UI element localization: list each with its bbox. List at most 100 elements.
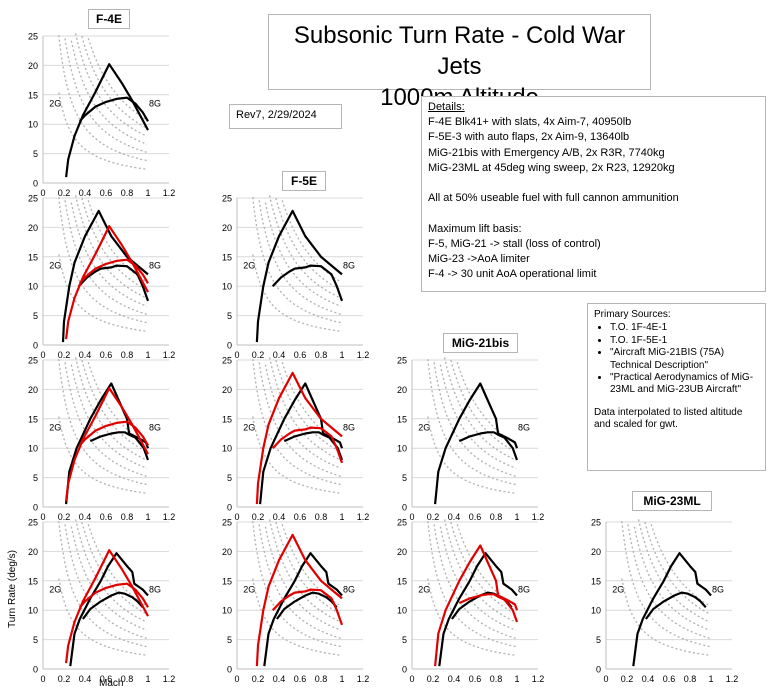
col-series-max-line bbox=[255, 533, 343, 667]
x-tick-label: 1.2 bbox=[163, 674, 176, 684]
g-label-low: 2G bbox=[418, 585, 430, 595]
y-tick-label: 0 bbox=[33, 665, 38, 675]
g-load-line bbox=[87, 38, 148, 121]
g-load-line bbox=[275, 360, 342, 453]
details-line: F-4E Blk41+ with slats, 4x Aim-7, 40950l… bbox=[428, 116, 632, 129]
x-tick-label: 0.6 bbox=[469, 512, 482, 522]
details-line: F-5E-3 with auto flaps, 2x Aim-9, 13640l… bbox=[428, 131, 630, 144]
x-tick-label: 0.8 bbox=[121, 350, 134, 360]
x-tick-label: 1 bbox=[145, 674, 150, 684]
x-tick-label: 0.4 bbox=[273, 512, 286, 522]
x-tick-label: 0.6 bbox=[294, 350, 307, 360]
x-tick-label: 0.6 bbox=[469, 674, 482, 684]
row-series-sustained-line bbox=[82, 591, 144, 620]
y-tick-label: 0 bbox=[227, 341, 232, 351]
y-tick-label: 25 bbox=[28, 356, 38, 366]
x-tick-label: 0.4 bbox=[448, 674, 461, 684]
x-tick-label: 0 bbox=[603, 674, 608, 684]
y-tick-label: 25 bbox=[28, 518, 38, 528]
g-load-line bbox=[87, 524, 148, 607]
x-tick-label: 0.4 bbox=[79, 188, 92, 198]
x-tick-label: 0.8 bbox=[121, 512, 134, 522]
g-load-line bbox=[64, 524, 148, 639]
col-series-max-line bbox=[434, 544, 519, 667]
y-tick-label: 20 bbox=[28, 61, 38, 71]
x-tick-label: 0.2 bbox=[58, 350, 71, 360]
main-title: Subsonic Turn Rate - Cold War Jets bbox=[293, 22, 626, 80]
x-tick-label: 0.2 bbox=[252, 674, 265, 684]
y-tick-label: 0 bbox=[402, 503, 407, 513]
g-load-line bbox=[450, 360, 517, 453]
g-load-line bbox=[81, 360, 148, 453]
g-load-line bbox=[64, 38, 148, 153]
y-axis-label: Turn Rate (deg/s) bbox=[7, 550, 18, 628]
x-tick-label: 0 bbox=[234, 674, 239, 684]
x-tick-label: 0 bbox=[234, 512, 239, 522]
y-tick-label: 25 bbox=[222, 194, 232, 204]
row-series-max-line bbox=[259, 382, 344, 505]
g-load-line bbox=[637, 519, 711, 623]
chart-title-f4e: F-4E bbox=[88, 9, 130, 29]
y-tick-label: 5 bbox=[596, 635, 601, 645]
x-tick-label: 0.4 bbox=[273, 674, 286, 684]
g-load-line bbox=[439, 526, 517, 631]
x-tick-label: 0 bbox=[40, 512, 45, 522]
col-series-sustained-line bbox=[78, 582, 149, 609]
x-tick-label: 0.8 bbox=[490, 512, 503, 522]
g-load-line bbox=[433, 524, 517, 639]
y-tick-label: 10 bbox=[222, 282, 232, 292]
revision-text: Rev7, 2/29/2024 bbox=[236, 109, 317, 121]
row-series-sustained-line bbox=[78, 96, 149, 123]
g-load-line bbox=[258, 362, 342, 477]
g-load-line bbox=[58, 359, 148, 486]
x-tick-label: 1 bbox=[339, 512, 344, 522]
y-tick-label: 5 bbox=[33, 473, 38, 483]
g-load-line bbox=[621, 578, 711, 656]
g-label-low: 2G bbox=[612, 585, 624, 595]
y-tick-label: 5 bbox=[227, 635, 232, 645]
chart-panel: 0 5 10 15 20 25 0 0.2 0.4 0.6 0.8 1 1.2 2G 8G bbox=[28, 518, 175, 685]
chart-title-mig21: MiG-21bis bbox=[443, 333, 518, 353]
y-tick-label: 20 bbox=[591, 547, 601, 557]
y-tick-label: 0 bbox=[227, 503, 232, 513]
row-series-max-line bbox=[263, 552, 343, 667]
x-tick-label: 1 bbox=[708, 674, 713, 684]
g-load-line bbox=[427, 416, 517, 494]
g-label-low: 2G bbox=[49, 585, 61, 595]
x-tick-label: 0.8 bbox=[315, 350, 328, 360]
y-tick-label: 10 bbox=[591, 606, 601, 616]
g-load-line bbox=[74, 195, 148, 299]
x-tick-label: 0.6 bbox=[100, 512, 113, 522]
g-label-high: 8G bbox=[149, 261, 161, 271]
g-label-high: 8G bbox=[149, 585, 161, 595]
g-load-line bbox=[443, 519, 517, 623]
g-label-high: 8G bbox=[343, 261, 355, 271]
sources-note: Data interpolated to listed altitude and… bbox=[594, 406, 743, 431]
chart-panel: 0 5 10 15 20 25 0 0.2 0.4 0.6 0.8 1 1.2 2G 8G bbox=[222, 518, 369, 685]
g-load-line bbox=[433, 362, 517, 477]
x-tick-label: 0.4 bbox=[79, 350, 92, 360]
x-tick-label: 0.6 bbox=[294, 674, 307, 684]
x-tick-label: 0.8 bbox=[684, 674, 697, 684]
y-tick-label: 15 bbox=[222, 576, 232, 586]
y-tick-label: 5 bbox=[402, 473, 407, 483]
revision-box: Rev7, 2/29/2024 bbox=[229, 104, 342, 129]
y-tick-label: 10 bbox=[222, 606, 232, 616]
y-tick-label: 10 bbox=[28, 120, 38, 130]
g-label-low: 2G bbox=[243, 423, 255, 433]
row-series-max-line bbox=[255, 209, 343, 343]
x-tick-label: 0.2 bbox=[427, 674, 440, 684]
g-load-line bbox=[64, 362, 148, 477]
y-tick-label: 15 bbox=[28, 414, 38, 424]
x-tick-label: 0 bbox=[409, 674, 414, 684]
g-label-low: 2G bbox=[49, 99, 61, 109]
x-tick-label: 1 bbox=[514, 674, 519, 684]
x-tick-label: 0.2 bbox=[621, 674, 634, 684]
g-load-line bbox=[268, 195, 342, 299]
row-series-max-line bbox=[632, 552, 712, 667]
source-item: "Aircraft MiG-21BIS (75A) Technical Desc… bbox=[610, 347, 761, 372]
x-tick-label: 0.6 bbox=[100, 674, 113, 684]
x-tick-label: 1 bbox=[145, 188, 150, 198]
g-load-line bbox=[81, 36, 148, 129]
col-series-sustained-line bbox=[271, 426, 344, 464]
